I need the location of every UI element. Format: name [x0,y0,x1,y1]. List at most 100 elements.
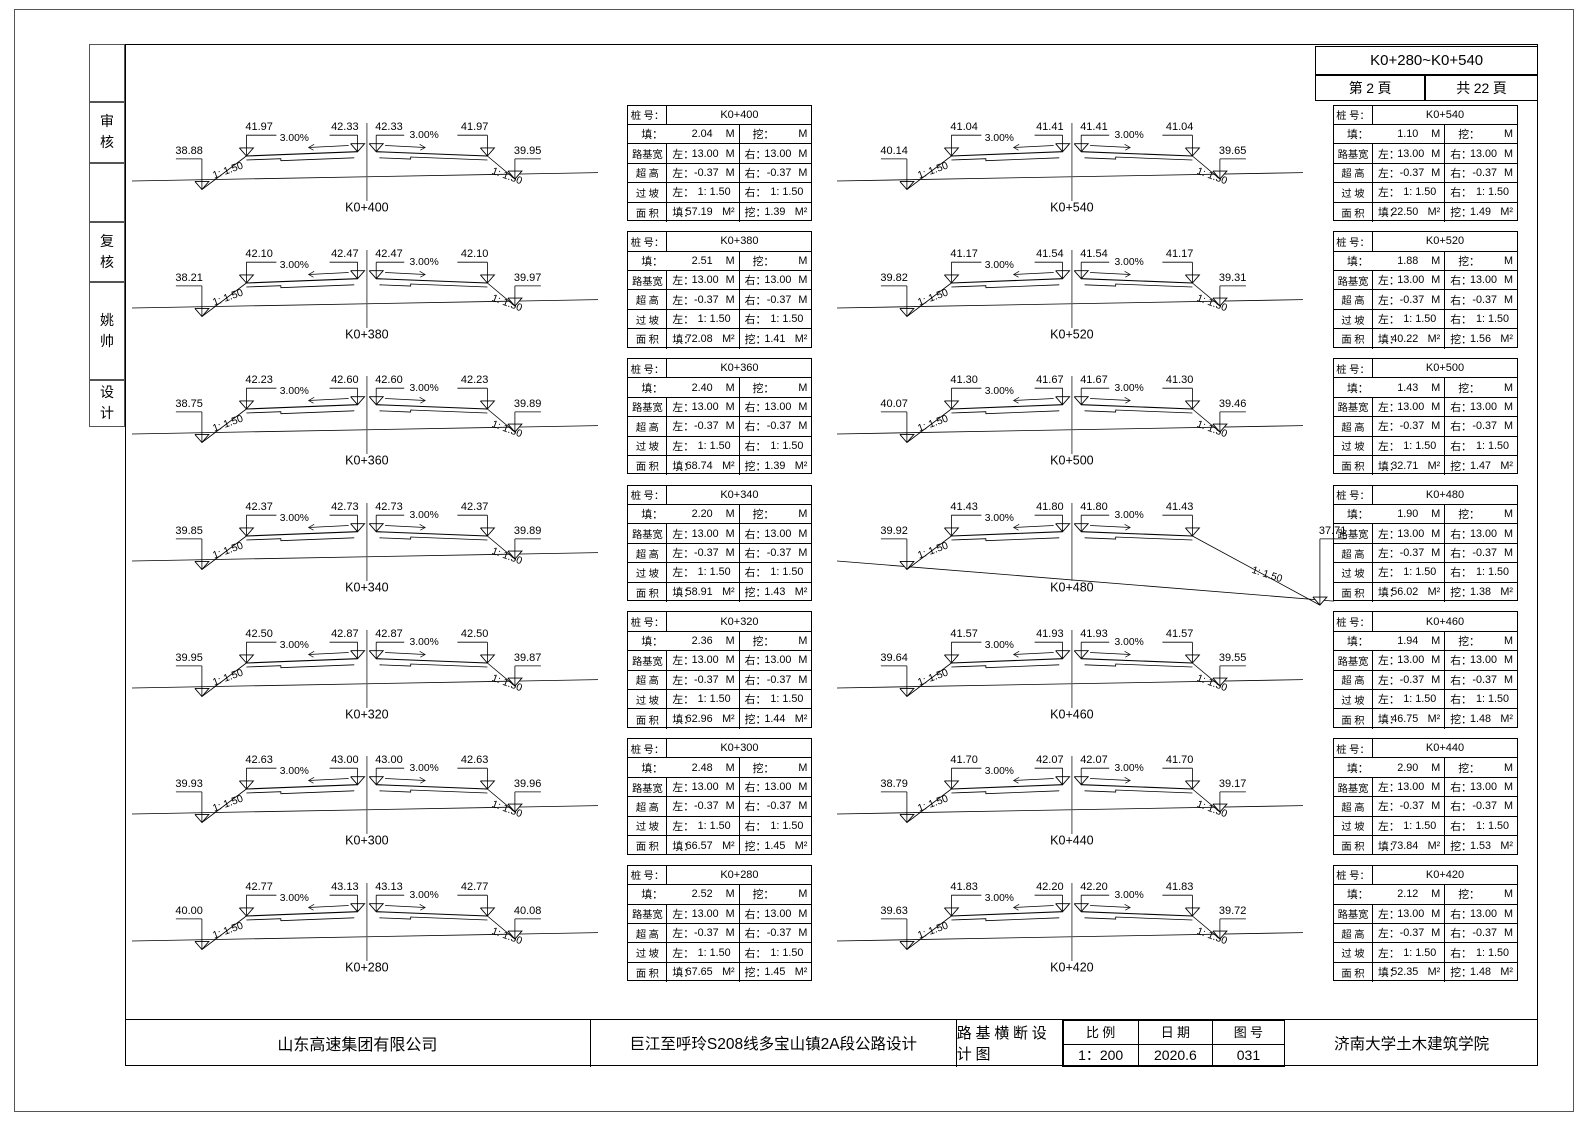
svg-text:3.00%: 3.00% [1115,890,1144,901]
svg-text:39.92: 39.92 [881,525,909,537]
svg-text:K0+300: K0+300 [345,834,388,848]
svg-text:42.77: 42.77 [245,881,273,893]
svg-text:3.00%: 3.00% [1115,510,1144,521]
svg-text:3.00%: 3.00% [280,386,309,397]
svg-text:42.87: 42.87 [331,628,359,640]
svg-text:42.23: 42.23 [245,374,273,386]
svg-text:1: 1.50: 1: 1.50 [211,287,245,308]
svg-text:1: 1.50: 1: 1.50 [490,546,524,567]
svg-text:41.57: 41.57 [1166,628,1194,640]
svg-text:3.00%: 3.00% [1115,257,1144,268]
svg-text:43.13: 43.13 [375,881,403,893]
svg-text:1: 1.50: 1: 1.50 [490,799,524,820]
svg-text:1: 1.50: 1: 1.50 [1195,673,1229,694]
svg-text:3.00%: 3.00% [985,133,1014,144]
svg-text:42.20: 42.20 [1036,881,1064,893]
svg-text:39.63: 39.63 [881,905,909,917]
svg-text:3.00%: 3.00% [1115,383,1144,394]
svg-text:3.00%: 3.00% [410,637,439,648]
svg-text:42.07: 42.07 [1080,754,1108,766]
svg-text:3.00%: 3.00% [1115,637,1144,648]
svg-text:41.30: 41.30 [1166,374,1194,386]
svg-text:1: 1.50: 1: 1.50 [1195,166,1229,187]
svg-text:39.17: 39.17 [1219,778,1247,790]
svg-text:42.60: 42.60 [375,374,403,386]
svg-text:3.00%: 3.00% [985,386,1014,397]
svg-text:41.93: 41.93 [1080,628,1108,640]
svg-text:K0+540: K0+540 [1050,200,1093,214]
svg-text:1: 1.50: 1: 1.50 [917,920,951,941]
svg-text:39.46: 39.46 [1219,398,1247,410]
svg-text:41.83: 41.83 [1166,881,1194,893]
svg-text:40.07: 40.07 [881,398,909,410]
svg-text:1: 1.50: 1: 1.50 [211,160,245,181]
svg-text:1: 1.50: 1: 1.50 [211,667,245,688]
svg-text:41.43: 41.43 [951,501,979,513]
svg-text:K0+420: K0+420 [1050,961,1093,975]
svg-text:41.43: 41.43 [1166,501,1194,513]
svg-text:1: 1.50: 1: 1.50 [211,794,245,815]
svg-text:42.33: 42.33 [375,121,403,133]
svg-text:K0+440: K0+440 [1050,834,1093,848]
svg-text:1: 1.50: 1: 1.50 [917,667,951,688]
svg-text:42.73: 42.73 [331,501,359,513]
svg-text:3.00%: 3.00% [410,130,439,141]
svg-text:41.80: 41.80 [1036,501,1064,513]
svg-text:K0+280: K0+280 [345,961,388,975]
svg-text:40.00: 40.00 [175,905,203,917]
svg-text:3.00%: 3.00% [280,893,309,904]
svg-text:39.72: 39.72 [1219,905,1247,917]
svg-text:K0+320: K0+320 [345,707,388,721]
svg-text:42.50: 42.50 [461,628,489,640]
svg-text:42.63: 42.63 [245,754,273,766]
svg-text:K0+500: K0+500 [1050,454,1093,468]
svg-text:3.00%: 3.00% [280,513,309,524]
svg-text:K0+520: K0+520 [1050,327,1093,341]
svg-text:38.79: 38.79 [881,778,909,790]
svg-text:42.20: 42.20 [1080,881,1108,893]
svg-text:42.50: 42.50 [245,628,273,640]
svg-text:42.73: 42.73 [375,501,403,513]
svg-text:1: 1.50: 1: 1.50 [1195,419,1229,440]
svg-text:41.04: 41.04 [1166,121,1194,133]
svg-text:3.00%: 3.00% [985,766,1014,777]
svg-text:K0+480: K0+480 [1050,580,1093,594]
svg-text:41.67: 41.67 [1036,374,1064,386]
svg-text:38.75: 38.75 [175,398,203,410]
svg-text:41.04: 41.04 [951,121,979,133]
svg-text:3.00%: 3.00% [280,260,309,271]
svg-text:41.54: 41.54 [1080,248,1108,260]
svg-text:39.85: 39.85 [175,525,203,537]
svg-text:1: 1.50: 1: 1.50 [917,794,951,815]
svg-text:3.00%: 3.00% [280,133,309,144]
svg-text:39.55: 39.55 [1219,651,1247,663]
svg-text:42.63: 42.63 [461,754,489,766]
svg-text:41.57: 41.57 [951,628,979,640]
svg-text:3.00%: 3.00% [985,893,1014,904]
svg-text:K0+360: K0+360 [345,454,388,468]
svg-text:1: 1.50: 1: 1.50 [917,414,951,435]
svg-text:39.87: 39.87 [514,651,542,663]
svg-text:1: 1.50: 1: 1.50 [490,926,524,947]
svg-text:3.00%: 3.00% [985,513,1014,524]
svg-text:1: 1.50: 1: 1.50 [211,540,245,561]
svg-text:1: 1.50: 1: 1.50 [917,160,951,181]
svg-text:3.00%: 3.00% [985,640,1014,651]
svg-text:43.00: 43.00 [375,754,403,766]
svg-text:1: 1.50: 1: 1.50 [490,419,524,440]
svg-text:K0+400: K0+400 [345,200,388,214]
svg-text:1: 1.50: 1: 1.50 [1195,293,1229,314]
svg-text:41.70: 41.70 [1166,754,1194,766]
svg-text:42.47: 42.47 [375,248,403,260]
svg-text:39.65: 39.65 [1219,145,1247,157]
svg-text:42.37: 42.37 [461,501,489,513]
svg-text:38.21: 38.21 [175,271,203,283]
svg-text:39.97: 39.97 [514,271,542,283]
svg-text:3.00%: 3.00% [410,257,439,268]
svg-text:3.00%: 3.00% [410,890,439,901]
svg-text:3.00%: 3.00% [410,510,439,521]
svg-text:43.00: 43.00 [331,754,359,766]
svg-text:39.31: 39.31 [1219,271,1247,283]
svg-text:41.17: 41.17 [1166,248,1194,260]
svg-text:39.95: 39.95 [514,145,542,157]
